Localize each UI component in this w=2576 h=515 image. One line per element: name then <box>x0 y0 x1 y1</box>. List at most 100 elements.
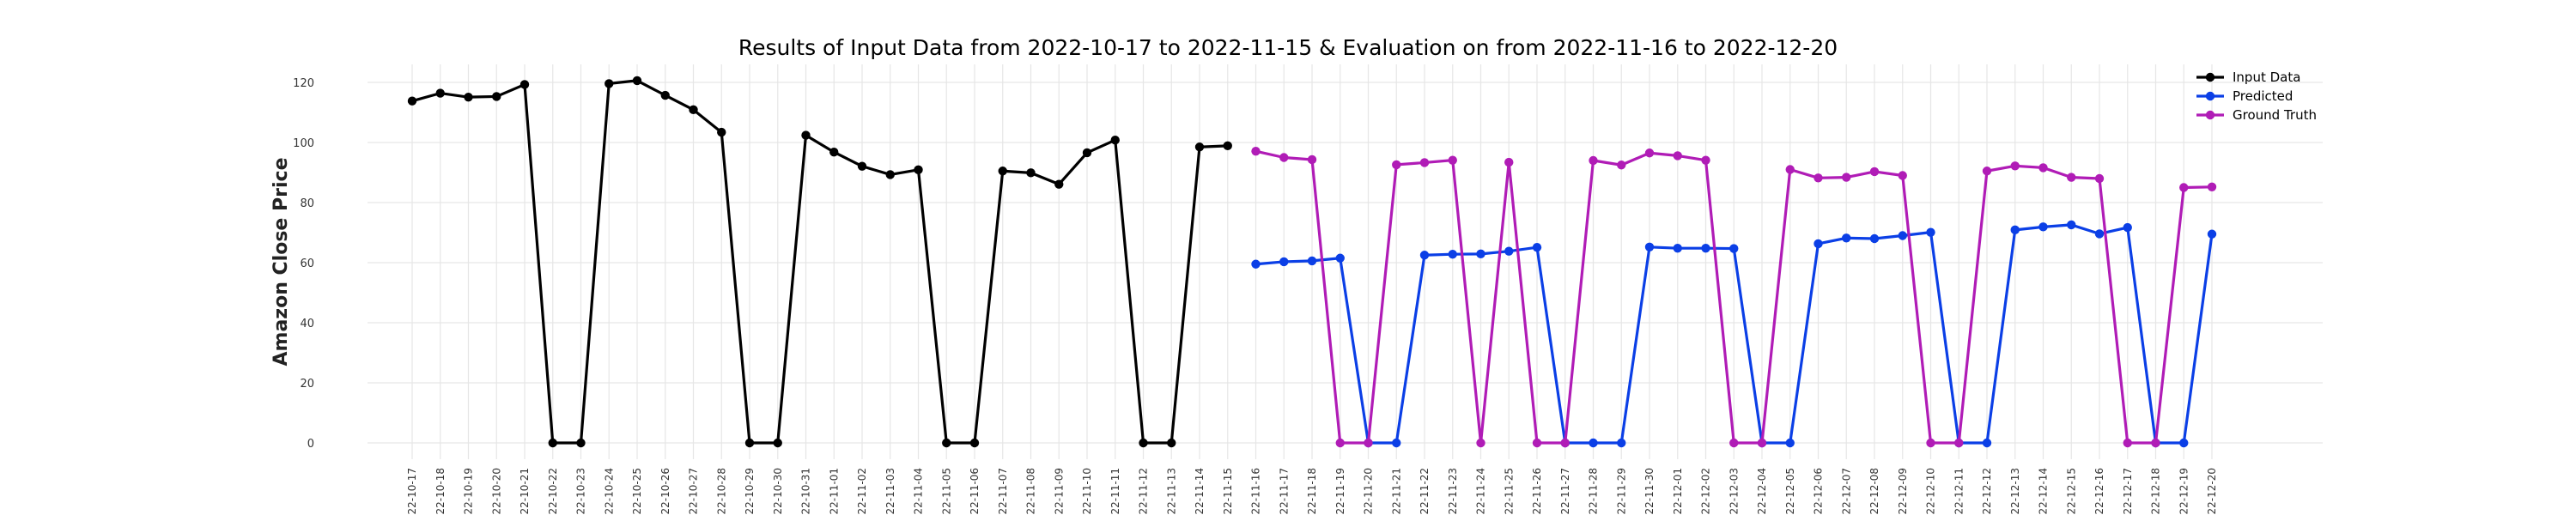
x-axis-ticks: 22-10-17 22-10-18 22-10-19 22-10-20 22-10-21… <box>406 468 2218 514</box>
data-point-ground-truth <box>1364 438 1373 448</box>
data-point-predicted <box>2094 229 2105 239</box>
x-tick-label: 22-11-18 <box>1306 468 1318 514</box>
x-tick-label: 22-10-24 <box>603 468 615 514</box>
x-tick-label: 22-10-30 <box>772 468 784 514</box>
x-tick-label: 22-11-13 <box>1165 468 1177 514</box>
series-input-data <box>407 76 1232 448</box>
data-point-ground-truth <box>1729 438 1739 448</box>
data-point-input-data <box>407 96 417 106</box>
data-point-input-data <box>801 130 811 140</box>
data-point-ground-truth <box>2038 163 2048 173</box>
data-point-input-data <box>857 161 867 171</box>
x-tick-label: 22-11-20 <box>1363 468 1375 514</box>
data-point-predicted <box>1251 259 1261 269</box>
series-ground-truth <box>1251 146 2217 448</box>
x-tick-label: 22-11-25 <box>1503 468 1515 514</box>
x-tick-label: 22-11-05 <box>940 468 952 514</box>
y-axis-ticks: 0 20 40 60 80 100 120 <box>293 77 314 451</box>
x-tick-label: 22-11-09 <box>1053 468 1065 514</box>
legend-swatch-marker <box>2205 72 2215 82</box>
data-point-predicted <box>1335 253 1345 263</box>
data-point-predicted <box>1673 244 1682 253</box>
x-tick-label: 22-11-12 <box>1138 468 1150 514</box>
x-tick-label: 22-11-01 <box>828 468 840 514</box>
data-point-input-data <box>492 92 501 101</box>
x-tick-label: 22-11-11 <box>1109 468 1121 514</box>
data-point-predicted <box>1898 231 1907 240</box>
y-tick-label: 40 <box>300 318 314 330</box>
data-point-input-data <box>885 170 895 179</box>
data-point-input-data <box>1110 136 1120 145</box>
x-tick-label: 22-12-17 <box>2122 468 2134 514</box>
x-tick-label: 22-11-02 <box>856 468 868 514</box>
legend: Input Data Predicted Ground Truth <box>2196 70 2317 123</box>
x-tick-label: 22-10-20 <box>490 468 502 514</box>
data-point-input-data <box>548 438 557 448</box>
data-point-predicted <box>1279 257 1289 267</box>
x-tick-label: 22-11-24 <box>1475 468 1487 514</box>
x-tick-label: 22-10-25 <box>631 468 643 514</box>
data-point-predicted <box>1926 227 1935 237</box>
data-point-ground-truth <box>1392 160 1401 170</box>
legend-label: Ground Truth <box>2233 107 2317 123</box>
data-point-ground-truth <box>1701 155 1710 165</box>
data-point-ground-truth <box>1898 171 1907 180</box>
data-point-input-data <box>914 165 923 175</box>
x-tick-label: 22-12-11 <box>1953 468 1965 514</box>
data-point-ground-truth <box>1757 438 1767 448</box>
x-tick-label: 22-10-23 <box>575 468 587 514</box>
x-tick-label: 22-11-15 <box>1222 468 1234 514</box>
data-point-input-data <box>829 148 839 157</box>
data-point-predicted <box>1785 438 1795 448</box>
data-point-input-data <box>1167 438 1176 448</box>
y-tick-label: 20 <box>300 378 314 391</box>
x-tick-label: 22-11-04 <box>913 468 925 514</box>
data-point-input-data <box>519 80 530 89</box>
data-point-input-data <box>1054 179 1064 189</box>
data-point-predicted <box>1504 246 1514 256</box>
legend-swatch-marker <box>2205 91 2215 101</box>
data-point-ground-truth <box>1532 438 1542 448</box>
x-tick-label: 22-11-23 <box>1447 468 1459 514</box>
data-point-predicted <box>2179 438 2189 448</box>
x-tick-label: 22-11-21 <box>1390 468 1402 514</box>
data-point-input-data <box>969 438 980 448</box>
data-point-predicted <box>1729 244 1739 253</box>
data-point-predicted <box>1701 244 1710 253</box>
x-tick-label: 22-12-05 <box>1784 468 1796 514</box>
data-point-predicted <box>1617 438 1626 448</box>
data-point-ground-truth <box>1926 438 1935 448</box>
data-point-ground-truth <box>1814 173 1823 183</box>
x-tick-label: 22-10-21 <box>519 468 531 514</box>
data-point-ground-truth <box>2123 438 2132 448</box>
x-tick-label: 22-10-29 <box>744 468 756 514</box>
data-point-predicted <box>2207 229 2217 239</box>
data-point-predicted <box>2038 222 2048 232</box>
x-tick-label: 22-12-15 <box>2065 468 2077 514</box>
data-point-ground-truth <box>1617 161 1626 170</box>
x-tick-label: 22-12-18 <box>2150 468 2162 514</box>
data-point-input-data <box>1194 142 1205 152</box>
x-tick-label: 22-12-14 <box>2038 468 2050 514</box>
y-axis-label: Amazon Close Price <box>270 158 292 367</box>
x-tick-label: 22-11-06 <box>969 468 981 514</box>
legend-label: Predicted <box>2233 88 2293 104</box>
data-point-ground-truth <box>1251 146 1261 156</box>
data-point-ground-truth <box>2207 182 2217 191</box>
data-point-input-data <box>773 438 782 448</box>
data-point-predicted <box>1307 256 1317 266</box>
legend-item-ground-truth: Ground Truth <box>2196 107 2317 123</box>
x-tick-label: 22-11-08 <box>1025 468 1037 514</box>
data-point-ground-truth <box>2151 438 2160 448</box>
data-point-input-data <box>942 438 951 448</box>
x-tick-label: 22-12-19 <box>2178 468 2190 514</box>
data-point-predicted <box>1392 438 1401 448</box>
series-line-input-data <box>411 79 1228 445</box>
data-point-predicted <box>1476 249 1485 259</box>
x-tick-label: 22-12-04 <box>1756 468 1768 514</box>
data-point-predicted <box>2010 225 2020 235</box>
data-point-input-data <box>1082 148 1092 158</box>
x-tick-label: 22-11-19 <box>1334 468 1346 514</box>
data-point-ground-truth <box>1785 165 1795 174</box>
x-tick-label: 22-12-02 <box>1700 468 1712 514</box>
